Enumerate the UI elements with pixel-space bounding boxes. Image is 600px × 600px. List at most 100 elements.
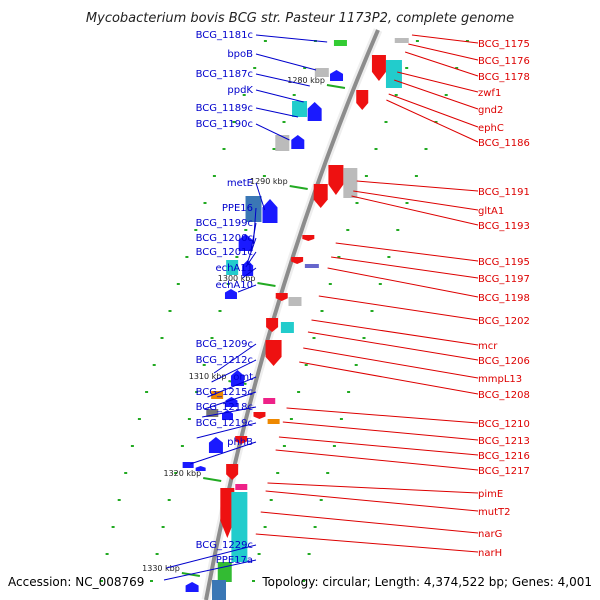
gene-label-right[interactable]: BCG_1197 (478, 274, 530, 285)
reverse-gene[interactable] (212, 580, 227, 600)
gene-label-left[interactable]: omt (233, 372, 253, 383)
gene-label-right[interactable]: BCG_1195 (478, 257, 530, 268)
label-leader-line (411, 34, 479, 44)
forward-gene[interactable] (262, 199, 278, 223)
gene-label-left[interactable]: echA10 (215, 280, 253, 291)
label-leader-line (408, 43, 479, 61)
gene-label-right[interactable]: BCG_1191 (478, 187, 530, 198)
forward-gene[interactable] (275, 135, 290, 151)
reverse-gene[interactable] (231, 492, 248, 562)
guide-dot (384, 121, 388, 123)
reverse-gene[interactable] (313, 184, 328, 208)
gene-label-left[interactable]: BCG_1189c (196, 103, 253, 114)
gene-label-right[interactable]: ephC (478, 123, 504, 134)
gene-label-right[interactable]: BCG_1206 (478, 356, 530, 367)
gene-label-right[interactable]: zwf1 (478, 88, 501, 99)
gene-label-left[interactable]: BCG_1181c (196, 30, 253, 41)
forward-gene[interactable] (314, 68, 329, 77)
reverse-gene[interactable] (343, 168, 358, 198)
forward-gene[interactable] (230, 370, 244, 386)
reverse-gene[interactable] (394, 38, 409, 43)
reverse-gene[interactable] (265, 340, 282, 366)
gene-label-left[interactable]: phhB (227, 437, 253, 448)
reverse-gene[interactable] (267, 419, 280, 424)
forward-gene[interactable] (208, 437, 223, 453)
gene-label-left[interactable]: BCG_1215c (196, 387, 253, 398)
gene-label-right[interactable]: BCG_1193 (478, 221, 530, 232)
gene-label-left[interactable]: bpoB (227, 49, 253, 60)
forward-gene[interactable] (330, 70, 344, 81)
gene-label-left[interactable]: BCG_1218c (196, 402, 253, 413)
gene-label-left[interactable]: BCG_1190c (196, 119, 253, 130)
forward-gene[interactable] (292, 101, 308, 117)
reverse-gene[interactable] (288, 297, 302, 306)
forward-gene[interactable] (185, 582, 199, 592)
gene-label-right[interactable]: BCG_1210 (478, 419, 530, 430)
gene-label-right[interactable]: BCG_1198 (478, 293, 530, 304)
forward-gene[interactable] (307, 102, 322, 121)
gene-label-left[interactable]: BCG_1199c (196, 218, 253, 229)
gene-label-right[interactable]: BCG_1213 (478, 436, 530, 447)
reverse-gene[interactable] (371, 55, 386, 81)
gene-label-left[interactable]: PPE16 (222, 203, 253, 214)
gene-label-right[interactable]: gnd2 (478, 105, 503, 116)
gene-label-right[interactable]: pimE (478, 489, 503, 500)
reverse-gene[interactable] (291, 257, 304, 264)
scale-tick-label: 1300 kbp (218, 274, 256, 283)
guide-dot (312, 337, 316, 339)
reverse-gene[interactable] (275, 293, 288, 301)
gene-label-right[interactable]: BCG_1208 (478, 390, 530, 401)
gene-label-left[interactable]: BCG_1200c (196, 233, 253, 244)
forward-gene[interactable] (195, 466, 206, 471)
guide-dot (272, 148, 276, 150)
forward-gene[interactable] (291, 135, 305, 149)
reverse-gene[interactable] (385, 60, 402, 88)
gene-label-left[interactable]: ppdK (227, 85, 253, 96)
reverse-gene[interactable] (226, 464, 239, 480)
gene-label-left[interactable]: BCG_1187c (196, 69, 253, 80)
gene-label-right[interactable]: BCG_1178 (478, 72, 530, 83)
forward-gene[interactable] (211, 391, 224, 399)
forward-gene[interactable] (245, 196, 262, 222)
gene-label-right[interactable]: gltA1 (478, 206, 504, 217)
gene-label-right[interactable]: mutT2 (478, 507, 510, 518)
gene-label-right[interactable]: BCG_1176 (478, 56, 530, 67)
reverse-gene[interactable] (235, 484, 248, 490)
guide-dot (253, 67, 257, 69)
gene-label-left[interactable]: BCG_1219c (196, 418, 253, 429)
reverse-gene[interactable] (266, 318, 279, 332)
reverse-gene[interactable] (280, 322, 294, 333)
gene-label-right[interactable]: BCG_1175 (478, 39, 530, 50)
gene-label-left[interactable]: echA11 (215, 263, 253, 274)
gene-label-left[interactable]: PPE17a (216, 555, 253, 566)
forward-gene[interactable] (224, 289, 237, 299)
gene-label-left[interactable]: BCG_1229c (196, 540, 253, 551)
gene-label-left[interactable]: BCG_1201c (196, 247, 253, 258)
reverse-gene[interactable] (235, 436, 248, 444)
forward-gene[interactable] (238, 234, 253, 251)
gene-label-right[interactable]: mcr (478, 341, 498, 352)
gene-label-left[interactable]: BCG_1212c (196, 355, 253, 366)
reverse-gene[interactable] (263, 398, 276, 404)
reverse-gene[interactable] (217, 562, 232, 582)
gene-label-right[interactable]: BCG_1186 (478, 138, 530, 149)
gene-label-left[interactable]: metE (227, 178, 253, 189)
gene-label-right[interactable]: BCG_1202 (478, 316, 530, 327)
gene-label-right[interactable]: narH (478, 548, 502, 559)
gene-label-right[interactable]: BCG_1217 (478, 466, 530, 477)
label-leader-line (388, 93, 479, 128)
forward-gene[interactable] (333, 40, 347, 46)
label-leader-line (260, 511, 479, 534)
reverse-gene[interactable] (220, 488, 235, 538)
gene-label-right[interactable]: narG (478, 529, 502, 540)
reverse-gene[interactable] (328, 165, 344, 195)
gene-label-right[interactable]: mmpL13 (478, 374, 522, 385)
forward-gene[interactable] (226, 260, 239, 275)
gene-label-right[interactable]: BCG_1216 (478, 451, 530, 462)
reverse-gene[interactable] (304, 264, 319, 268)
reverse-gene[interactable] (356, 90, 369, 110)
reverse-gene[interactable] (302, 235, 315, 241)
reverse-gene[interactable] (253, 412, 266, 419)
gene-label-left[interactable]: BCG_1209c (196, 339, 253, 350)
label-leader-line (211, 359, 257, 383)
